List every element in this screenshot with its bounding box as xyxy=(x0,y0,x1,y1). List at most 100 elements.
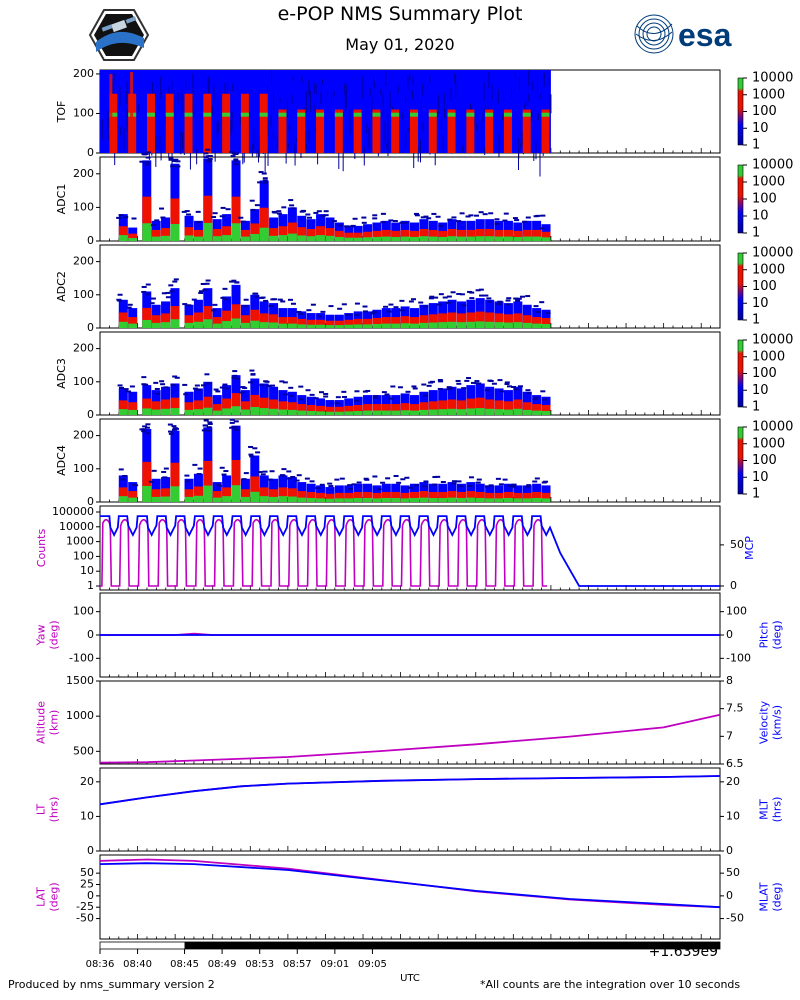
tof-stripe-peak xyxy=(522,112,531,117)
adc4-outlier xyxy=(334,478,340,481)
tof-speckle xyxy=(159,104,161,110)
tof-speckle xyxy=(192,96,194,115)
adc2-outlier xyxy=(234,281,240,284)
adc2-bar-base xyxy=(316,324,326,328)
adc4-outlier xyxy=(145,423,151,426)
adc4-colorbar xyxy=(737,426,744,495)
adc1-bar-core xyxy=(363,231,373,241)
adc4-bar-core xyxy=(278,487,288,502)
adc4-outlier xyxy=(168,432,174,435)
adc1-colorbar-label: 100 xyxy=(752,192,777,207)
adc4-colorbar-label: 100 xyxy=(752,453,777,468)
adc3-bar-base xyxy=(494,409,504,415)
tof-speckle xyxy=(159,136,161,147)
tof-speckle xyxy=(412,92,414,100)
adc2-colorbar-label: 10000 xyxy=(752,246,793,261)
panel-8-y2label-line: MLT xyxy=(758,799,771,820)
adc4-outlier xyxy=(372,475,378,478)
adc3-bar-base xyxy=(447,408,457,415)
adc4-outlier xyxy=(309,480,315,483)
adc4-outlier xyxy=(260,473,266,476)
adc4-outlier xyxy=(248,445,254,448)
panel-7-y-tick-label: 500 xyxy=(73,744,94,757)
adc2-outlier xyxy=(116,298,122,301)
adc4-bar-base xyxy=(419,497,429,502)
adc1-outlier xyxy=(447,218,453,221)
tof-speckle xyxy=(192,73,194,94)
adc3-bar-core xyxy=(438,400,448,415)
adc1-bar-core xyxy=(466,229,476,241)
tof-speckle xyxy=(120,126,122,136)
adc1-outlier xyxy=(323,214,329,217)
adc4-outlier xyxy=(432,476,438,479)
tof-speckle xyxy=(267,119,269,137)
adc3-bar-core xyxy=(485,399,495,415)
adc1-bar-base xyxy=(494,236,504,241)
adc1-y-tick-label: 200 xyxy=(73,167,94,180)
adc2-outlier xyxy=(456,292,462,295)
esa-logo: esa xyxy=(632,12,752,56)
adc3-bar-core xyxy=(410,404,419,415)
tof-speckle xyxy=(182,132,184,150)
adc1-outlier xyxy=(380,212,386,215)
tof-speckle xyxy=(168,86,170,98)
tof-speckle xyxy=(383,108,385,116)
tof-stripe-peak xyxy=(353,112,362,117)
adc1-outlier xyxy=(289,204,295,207)
adc1-bar-core xyxy=(419,228,429,241)
adc1-outlier xyxy=(352,217,358,220)
adc3-outlier xyxy=(354,390,360,393)
tof-speckle xyxy=(412,76,414,84)
adc1-outlier xyxy=(372,217,378,220)
adc4-outlier xyxy=(248,453,254,456)
adc1-ylabel: ADC1 xyxy=(55,184,68,215)
adc4-bar-core xyxy=(161,488,171,502)
adc2-bar-core xyxy=(456,313,466,328)
adc3-outlier xyxy=(288,386,294,389)
adc4-outlier xyxy=(468,476,474,479)
tof-stripe-peak xyxy=(146,112,155,117)
adc4-bar-core xyxy=(287,488,297,502)
adc4-bar-base xyxy=(231,485,241,502)
adc2-outlier xyxy=(202,289,208,292)
tof-speckle xyxy=(491,84,493,100)
adc4-outlier xyxy=(249,455,255,458)
adc2-outlier xyxy=(191,298,197,301)
tof-speckle xyxy=(407,76,409,89)
adc2-bar-base xyxy=(456,322,466,328)
tof-speckle xyxy=(387,137,389,157)
adc3-outlier xyxy=(182,383,188,386)
adc4-bar-core xyxy=(344,492,354,502)
adc3-bar-base xyxy=(400,410,410,415)
tof-speckle xyxy=(232,83,234,92)
adc4-outlier xyxy=(294,479,300,482)
adc2-outlier xyxy=(418,301,424,304)
adc2-bar-base xyxy=(325,325,335,328)
adc4-outlier xyxy=(262,470,268,473)
adc1-bar-core xyxy=(522,229,532,241)
adc3-y-tick-label: 200 xyxy=(73,342,94,355)
adc3-bar-core xyxy=(447,399,457,415)
adc3-outlier xyxy=(428,381,434,384)
tof-speckle xyxy=(498,133,500,157)
adc2-outlier xyxy=(399,309,405,312)
adc3-colorbar xyxy=(737,339,744,408)
adc2-outlier xyxy=(354,313,360,316)
adc4-bar-core xyxy=(118,487,128,502)
tof-speckle xyxy=(442,135,444,150)
adc4-outlier xyxy=(526,484,532,487)
tof-stripe-peak xyxy=(372,112,381,117)
adc1-bar-base xyxy=(325,235,335,241)
adc4-outlier xyxy=(327,482,333,485)
adc4-outlier xyxy=(506,484,512,487)
adc4-outlier xyxy=(161,470,167,473)
adc3-outlier xyxy=(525,389,531,392)
adc2-bar-core xyxy=(503,314,513,328)
tof-speckle xyxy=(126,80,128,94)
tof-speckle xyxy=(271,73,273,79)
adc2-bar-base xyxy=(118,321,128,328)
adc1-outlier xyxy=(175,160,181,163)
adc4-bar-core xyxy=(231,460,241,502)
adc4-outlier xyxy=(197,467,203,470)
adc2-outlier xyxy=(533,305,539,308)
